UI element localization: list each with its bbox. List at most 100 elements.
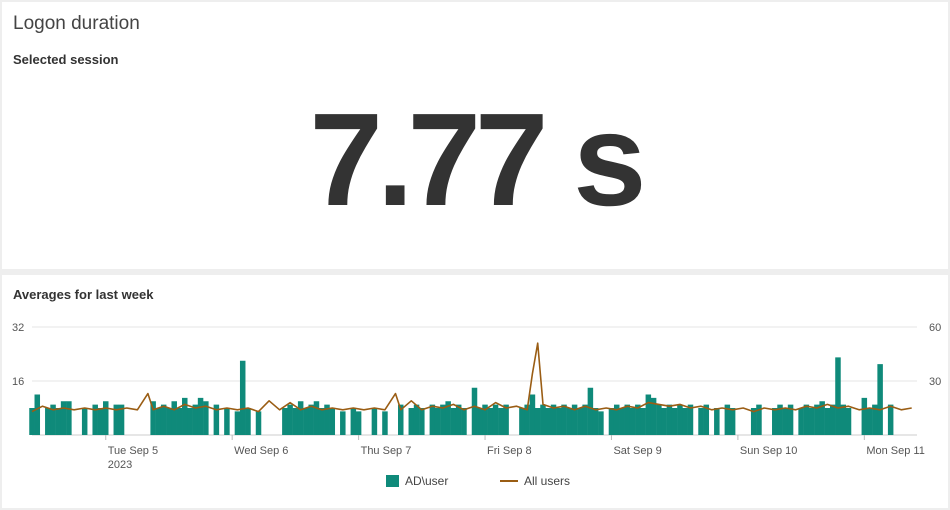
bar	[545, 408, 551, 435]
bar	[613, 404, 620, 435]
bar	[197, 397, 204, 435]
legend-swatch-line	[500, 480, 518, 482]
bar	[29, 408, 35, 435]
bar	[829, 404, 836, 435]
bar	[571, 404, 578, 435]
bar	[287, 404, 293, 435]
bar	[582, 404, 588, 435]
bar	[566, 408, 573, 435]
bar	[808, 408, 815, 435]
bar	[419, 408, 425, 435]
bar	[224, 408, 230, 435]
x-tick-label: Sun Sep 10	[740, 445, 798, 457]
bar	[81, 408, 88, 435]
legend-item-all-users[interactable]: All users	[500, 474, 570, 488]
bar	[671, 408, 678, 435]
bar	[798, 408, 804, 435]
bar	[577, 408, 583, 435]
bar	[661, 408, 667, 435]
bar	[55, 408, 62, 435]
bar	[782, 408, 789, 435]
x-tick-label: Tue Sep 5	[108, 445, 158, 457]
x-tick-label: Mon Sep 11	[866, 445, 925, 457]
bar	[787, 404, 794, 435]
bar	[887, 404, 894, 435]
bar	[239, 360, 246, 435]
bar	[729, 408, 736, 435]
bar	[308, 404, 314, 435]
bar	[171, 401, 177, 435]
bar	[313, 401, 320, 435]
y-right-tick-label: 60	[929, 322, 941, 334]
bar	[819, 401, 825, 435]
bar	[682, 408, 688, 435]
bar	[608, 408, 615, 435]
bar	[245, 408, 251, 435]
bar	[166, 408, 172, 435]
bar	[471, 387, 478, 435]
bar	[292, 408, 299, 435]
bar	[50, 404, 56, 435]
bar	[750, 408, 757, 435]
bar	[176, 408, 183, 435]
all-users-line	[31, 342, 912, 413]
bar	[203, 401, 209, 435]
bar	[255, 411, 262, 435]
bar	[234, 411, 241, 435]
bar	[329, 408, 336, 435]
bar	[498, 408, 504, 435]
bar	[540, 404, 546, 435]
bar	[845, 408, 852, 435]
bar	[714, 408, 720, 435]
bar	[550, 404, 557, 435]
bar	[814, 404, 820, 435]
bar	[60, 401, 67, 435]
bar	[103, 401, 109, 435]
bar	[698, 408, 704, 435]
bar	[355, 411, 362, 435]
bar	[877, 364, 883, 435]
bar	[640, 408, 646, 435]
bar	[598, 411, 604, 435]
averages-panel: Averages for last week 32 16 60 30 Tue Sep 5…	[2, 275, 948, 508]
bar	[155, 408, 162, 435]
bar	[434, 408, 441, 435]
bar-series-ad-user	[29, 357, 894, 435]
x-tick-label: Fri Sep 8	[487, 445, 532, 457]
selected-session-panel: Logon duration Selected session 7.77 s	[2, 2, 948, 269]
bar	[835, 357, 841, 435]
bar	[150, 401, 156, 435]
x-tick-sublabel: 2023	[108, 459, 132, 471]
legend-label-ad-user: AD\user	[405, 474, 449, 488]
bar	[492, 404, 499, 435]
averages-chart[interactable]: 32 16 60 30 Tue Sep 5 2023 Wed Sep 6 Thu Sep 7 F…	[2, 275, 948, 475]
bar	[408, 408, 415, 435]
legend-swatch-bar	[386, 475, 399, 487]
bar	[650, 397, 657, 435]
bar	[429, 404, 436, 435]
bar	[461, 408, 467, 435]
bar	[645, 394, 652, 435]
selected-session-label: Selected session	[13, 52, 119, 67]
bar	[529, 394, 536, 435]
bar	[398, 404, 404, 435]
bar	[450, 408, 457, 435]
bar	[187, 408, 193, 435]
averages-label: Averages for last week	[13, 287, 154, 302]
bar	[213, 404, 220, 435]
y-left-tick-label: 16	[12, 376, 24, 388]
legend-item-ad-user[interactable]: AD\user	[386, 474, 448, 488]
bar	[118, 404, 125, 435]
x-tick-label: Thu Sep 7	[361, 445, 412, 457]
bar	[340, 411, 346, 435]
legend-label-all-users: All users	[524, 474, 571, 488]
bar	[756, 404, 762, 435]
bar	[318, 408, 325, 435]
bar	[45, 408, 51, 435]
bar	[160, 404, 167, 435]
bar	[371, 408, 378, 435]
bar	[587, 387, 594, 435]
bar	[482, 404, 488, 435]
axis-labels: 32 16 60 30 Tue Sep 5 2023 Wed Sep 6 Thu Sep 7 F…	[12, 322, 941, 471]
bar	[629, 408, 636, 435]
